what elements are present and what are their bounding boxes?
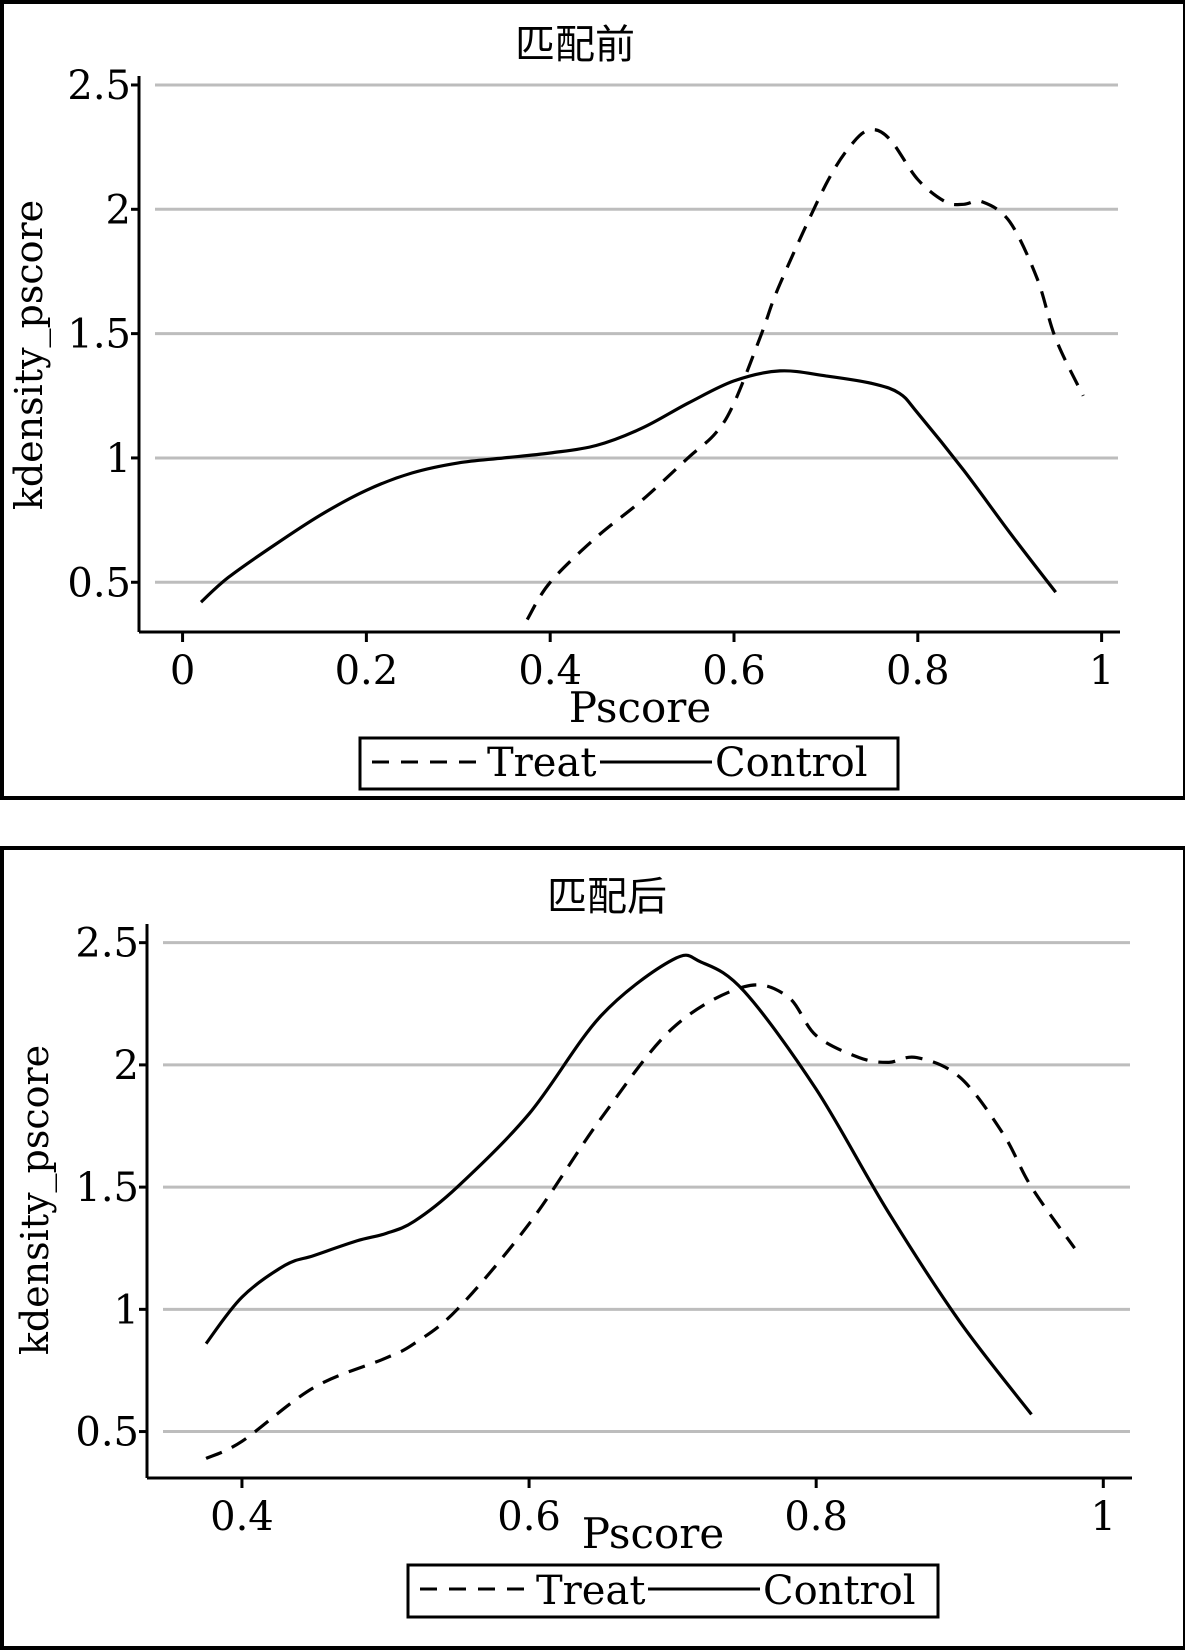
y-tick-label: 2.5 (67, 63, 131, 109)
x-tick-label: 1 (1091, 1494, 1116, 1540)
x-axis-label: Pscore (569, 683, 711, 732)
y-tick-label: 1.5 (67, 312, 131, 358)
x-tick-label: 0.4 (210, 1494, 274, 1540)
axes (137, 76, 1120, 634)
series-line-treat (205, 983, 1076, 1460)
ticks: 0.5 1 1.5 2 2.5 0 0.2 0.4 0.6 0.8 1 (67, 63, 1114, 694)
legend-label-control: Control (715, 740, 868, 786)
y-tick-label: 2.5 (75, 921, 139, 967)
series-line-control (199, 369, 1057, 604)
y-axis-label: kdensity_pscore (13, 1045, 58, 1355)
y-tick-label: 2 (114, 1043, 139, 1089)
y-tick-label: 2 (106, 187, 131, 233)
series-lines (199, 128, 1085, 621)
x-tick-label: 0.4 (518, 648, 582, 694)
grid-lines (155, 83, 1118, 584)
y-tick-label: 1 (114, 1287, 139, 1333)
series-lines (204, 953, 1076, 1460)
legend: Treat Control (358, 736, 900, 791)
x-tick-label: 0.6 (497, 1494, 561, 1540)
x-tick-label: 0.8 (784, 1494, 848, 1540)
chart-title: 匹配后 (547, 874, 667, 920)
y-tick-label: 0.5 (67, 560, 131, 606)
legend: Treat Control (406, 1563, 940, 1619)
x-tick-label: 0.8 (886, 648, 950, 694)
chart-panel-before: 匹配前 kdensity_pscore Pscore 0.511.522.50 0… (0, 0, 1185, 800)
x-tick-label: 0.6 (702, 648, 766, 694)
series-line-control (204, 953, 1033, 1416)
y-tick-label: 0.5 (75, 1410, 139, 1456)
ticks: 0.5 1 1.5 2 2.5 0.4 0.6 0.8 1 (75, 921, 1116, 1540)
legend-box (406, 1563, 940, 1619)
panel-frame (0, 0, 1185, 800)
legend-label-treat: Treat (536, 1568, 645, 1614)
x-tick-label: 0.2 (335, 648, 399, 694)
series-line-treat (525, 128, 1085, 621)
y-tick-label: 1 (106, 436, 131, 482)
x-axis-label: Pscore (582, 1509, 724, 1558)
x-tick-label: 1 (1089, 648, 1114, 694)
chart-title: 匹配前 (515, 22, 635, 68)
legend-label-control: Control (763, 1568, 916, 1614)
y-tick-label: 1.5 (75, 1165, 139, 1211)
grid-lines (163, 941, 1130, 1434)
axes (145, 924, 1132, 1480)
panel-frame (0, 846, 1185, 1650)
x-tick-label: 0 (170, 648, 195, 694)
legend-label-treat: Treat (487, 740, 596, 786)
chart-panel-after: 匹配后 kdensity_pscore Pscore 0.511.522.50.… (0, 846, 1185, 1650)
y-axis-label: kdensity_pscore (7, 200, 52, 510)
